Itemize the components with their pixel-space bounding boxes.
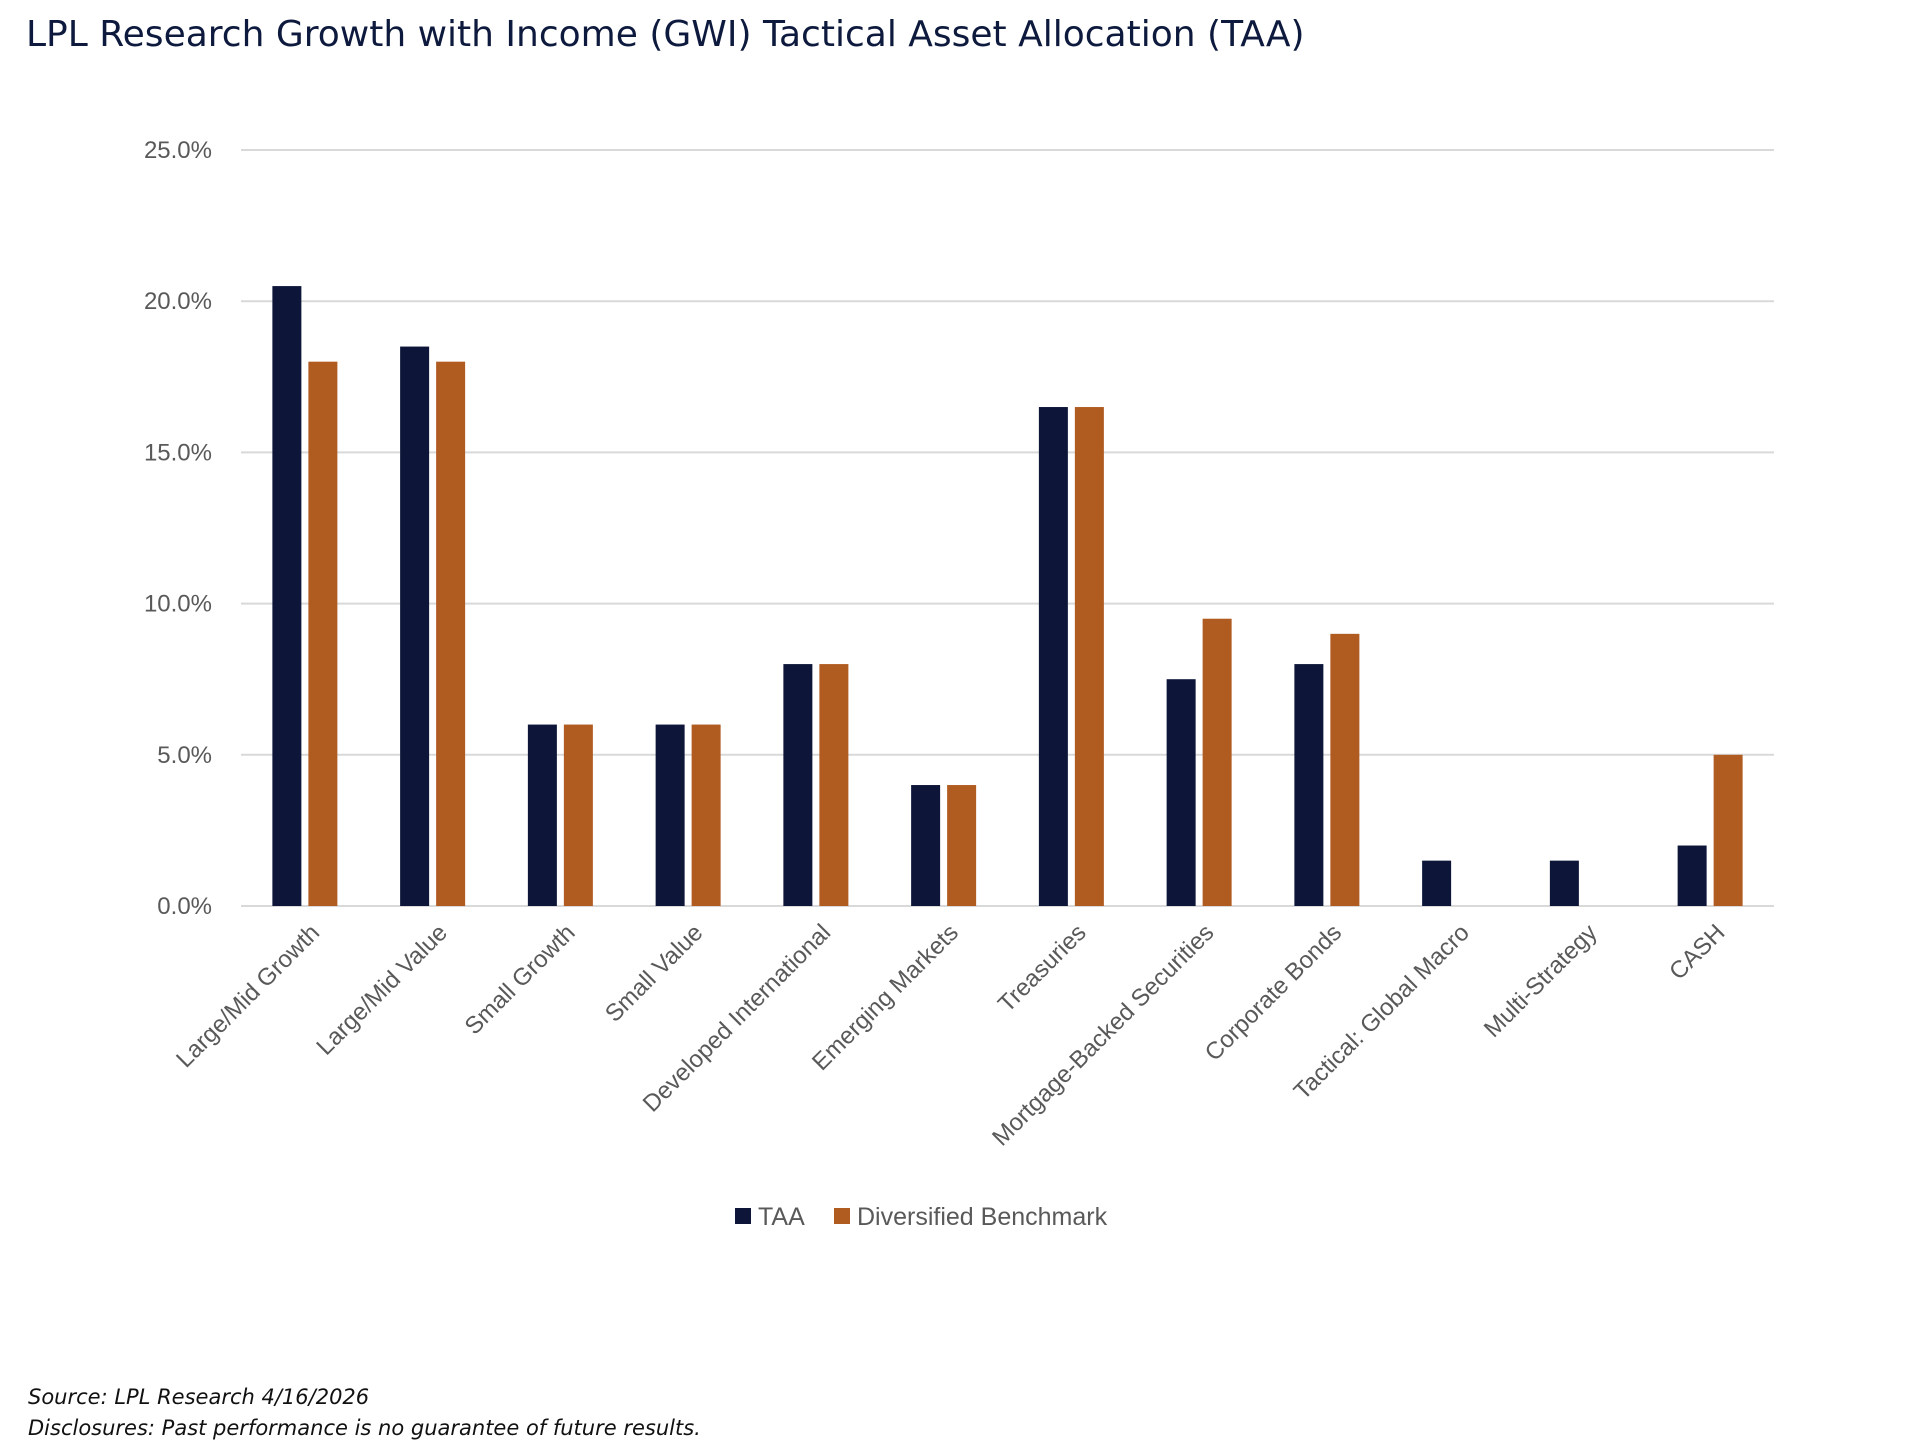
bar-benchmark xyxy=(1713,754,1743,906)
bar-taa xyxy=(1677,845,1707,906)
x-tick-label: Treasuries xyxy=(993,919,1092,1018)
bars xyxy=(272,286,1743,907)
bar-benchmark xyxy=(1330,633,1360,906)
bar-benchmark xyxy=(1202,618,1232,906)
source-note: Source: LPL Research 4/16/2026 xyxy=(28,1385,370,1409)
x-tick-label: Small Growth xyxy=(460,919,581,1040)
bar-benchmark xyxy=(563,724,593,906)
y-axis-tick-labels: 0.0% 5.0% 10.0% 15.0% 20.0% 25.0% xyxy=(144,137,212,920)
bar-taa xyxy=(1294,664,1324,906)
x-tick-label: Corporate Bonds xyxy=(1200,919,1347,1066)
bar-benchmark xyxy=(819,664,849,906)
disclosure-note: Disclosures: Past performance is no guar… xyxy=(28,1416,701,1440)
gridlines xyxy=(241,149,1774,907)
bar-taa xyxy=(1422,860,1452,906)
legend-swatch xyxy=(735,1208,751,1224)
bar-taa xyxy=(1166,679,1196,906)
x-tick-label: CASH xyxy=(1664,919,1730,985)
x-tick-label: Small Value xyxy=(600,919,708,1027)
y-tick-label: 0.0% xyxy=(157,893,212,920)
chart-title: LPL Research Growth with Income (GWI) Ta… xyxy=(26,14,1305,55)
bar-benchmark xyxy=(691,724,721,906)
bar-taa xyxy=(1549,860,1579,906)
x-tick-label: Large/Mid Value xyxy=(311,919,452,1060)
x-tick-label: Mortgage-Backed Securities xyxy=(987,919,1219,1151)
y-tick-label: 20.0% xyxy=(144,288,212,315)
y-tick-label: 5.0% xyxy=(157,742,212,769)
y-tick-label: 25.0% xyxy=(144,137,212,164)
bar-taa xyxy=(272,286,302,907)
legend-label: Diversified Benchmark xyxy=(857,1203,1108,1231)
legend-label: TAA xyxy=(758,1203,805,1231)
legend: TAA Diversified Benchmark xyxy=(735,1203,1108,1231)
y-tick-label: 10.0% xyxy=(144,591,212,618)
bar-benchmark xyxy=(947,785,977,906)
legend-swatch xyxy=(834,1208,850,1224)
bar-benchmark xyxy=(1074,407,1104,906)
bar-taa xyxy=(911,785,941,906)
bar-benchmark xyxy=(436,361,466,906)
x-tick-label: Large/Mid Growth xyxy=(171,919,325,1073)
bar-taa xyxy=(400,346,430,906)
bar-taa xyxy=(1038,407,1068,906)
bar-benchmark xyxy=(308,361,338,906)
bar-taa xyxy=(655,724,685,906)
x-tick-label: Multi-Strategy xyxy=(1479,919,1603,1043)
y-tick-label: 15.0% xyxy=(144,439,212,466)
bar-taa xyxy=(783,664,813,906)
bar-taa xyxy=(527,724,557,906)
